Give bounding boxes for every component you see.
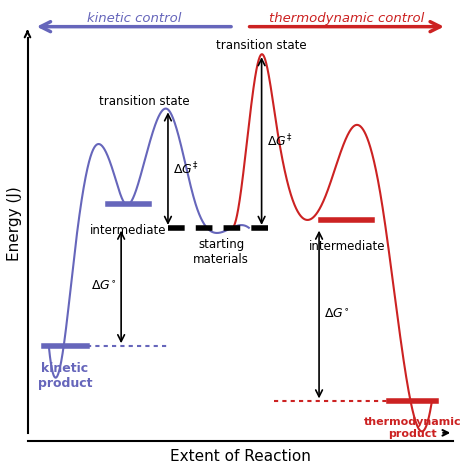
Text: kinetic control: kinetic control [87,12,181,24]
X-axis label: Extent of Reaction: Extent of Reaction [170,449,311,464]
Text: thermodynamic control: thermodynamic control [269,12,424,24]
Text: $\Delta G^{\ddagger}$: $\Delta G^{\ddagger}$ [267,133,292,149]
Text: $\Delta G^{\circ}$: $\Delta G^{\circ}$ [91,280,116,293]
Text: starting
materials: starting materials [193,238,249,266]
Text: intermediate: intermediate [309,240,385,252]
Text: intermediate: intermediate [90,224,167,237]
Text: kinetic
product: kinetic product [38,362,92,390]
Text: transition state: transition state [216,39,307,52]
Text: $\Delta G^{\ddagger}$: $\Delta G^{\ddagger}$ [173,160,198,177]
Text: $\Delta G^{\circ}$: $\Delta G^{\circ}$ [324,308,349,321]
Text: transition state: transition state [99,95,190,107]
Y-axis label: Energy (J): Energy (J) [7,187,22,261]
Text: thermodynamic
product: thermodynamic product [364,417,462,439]
